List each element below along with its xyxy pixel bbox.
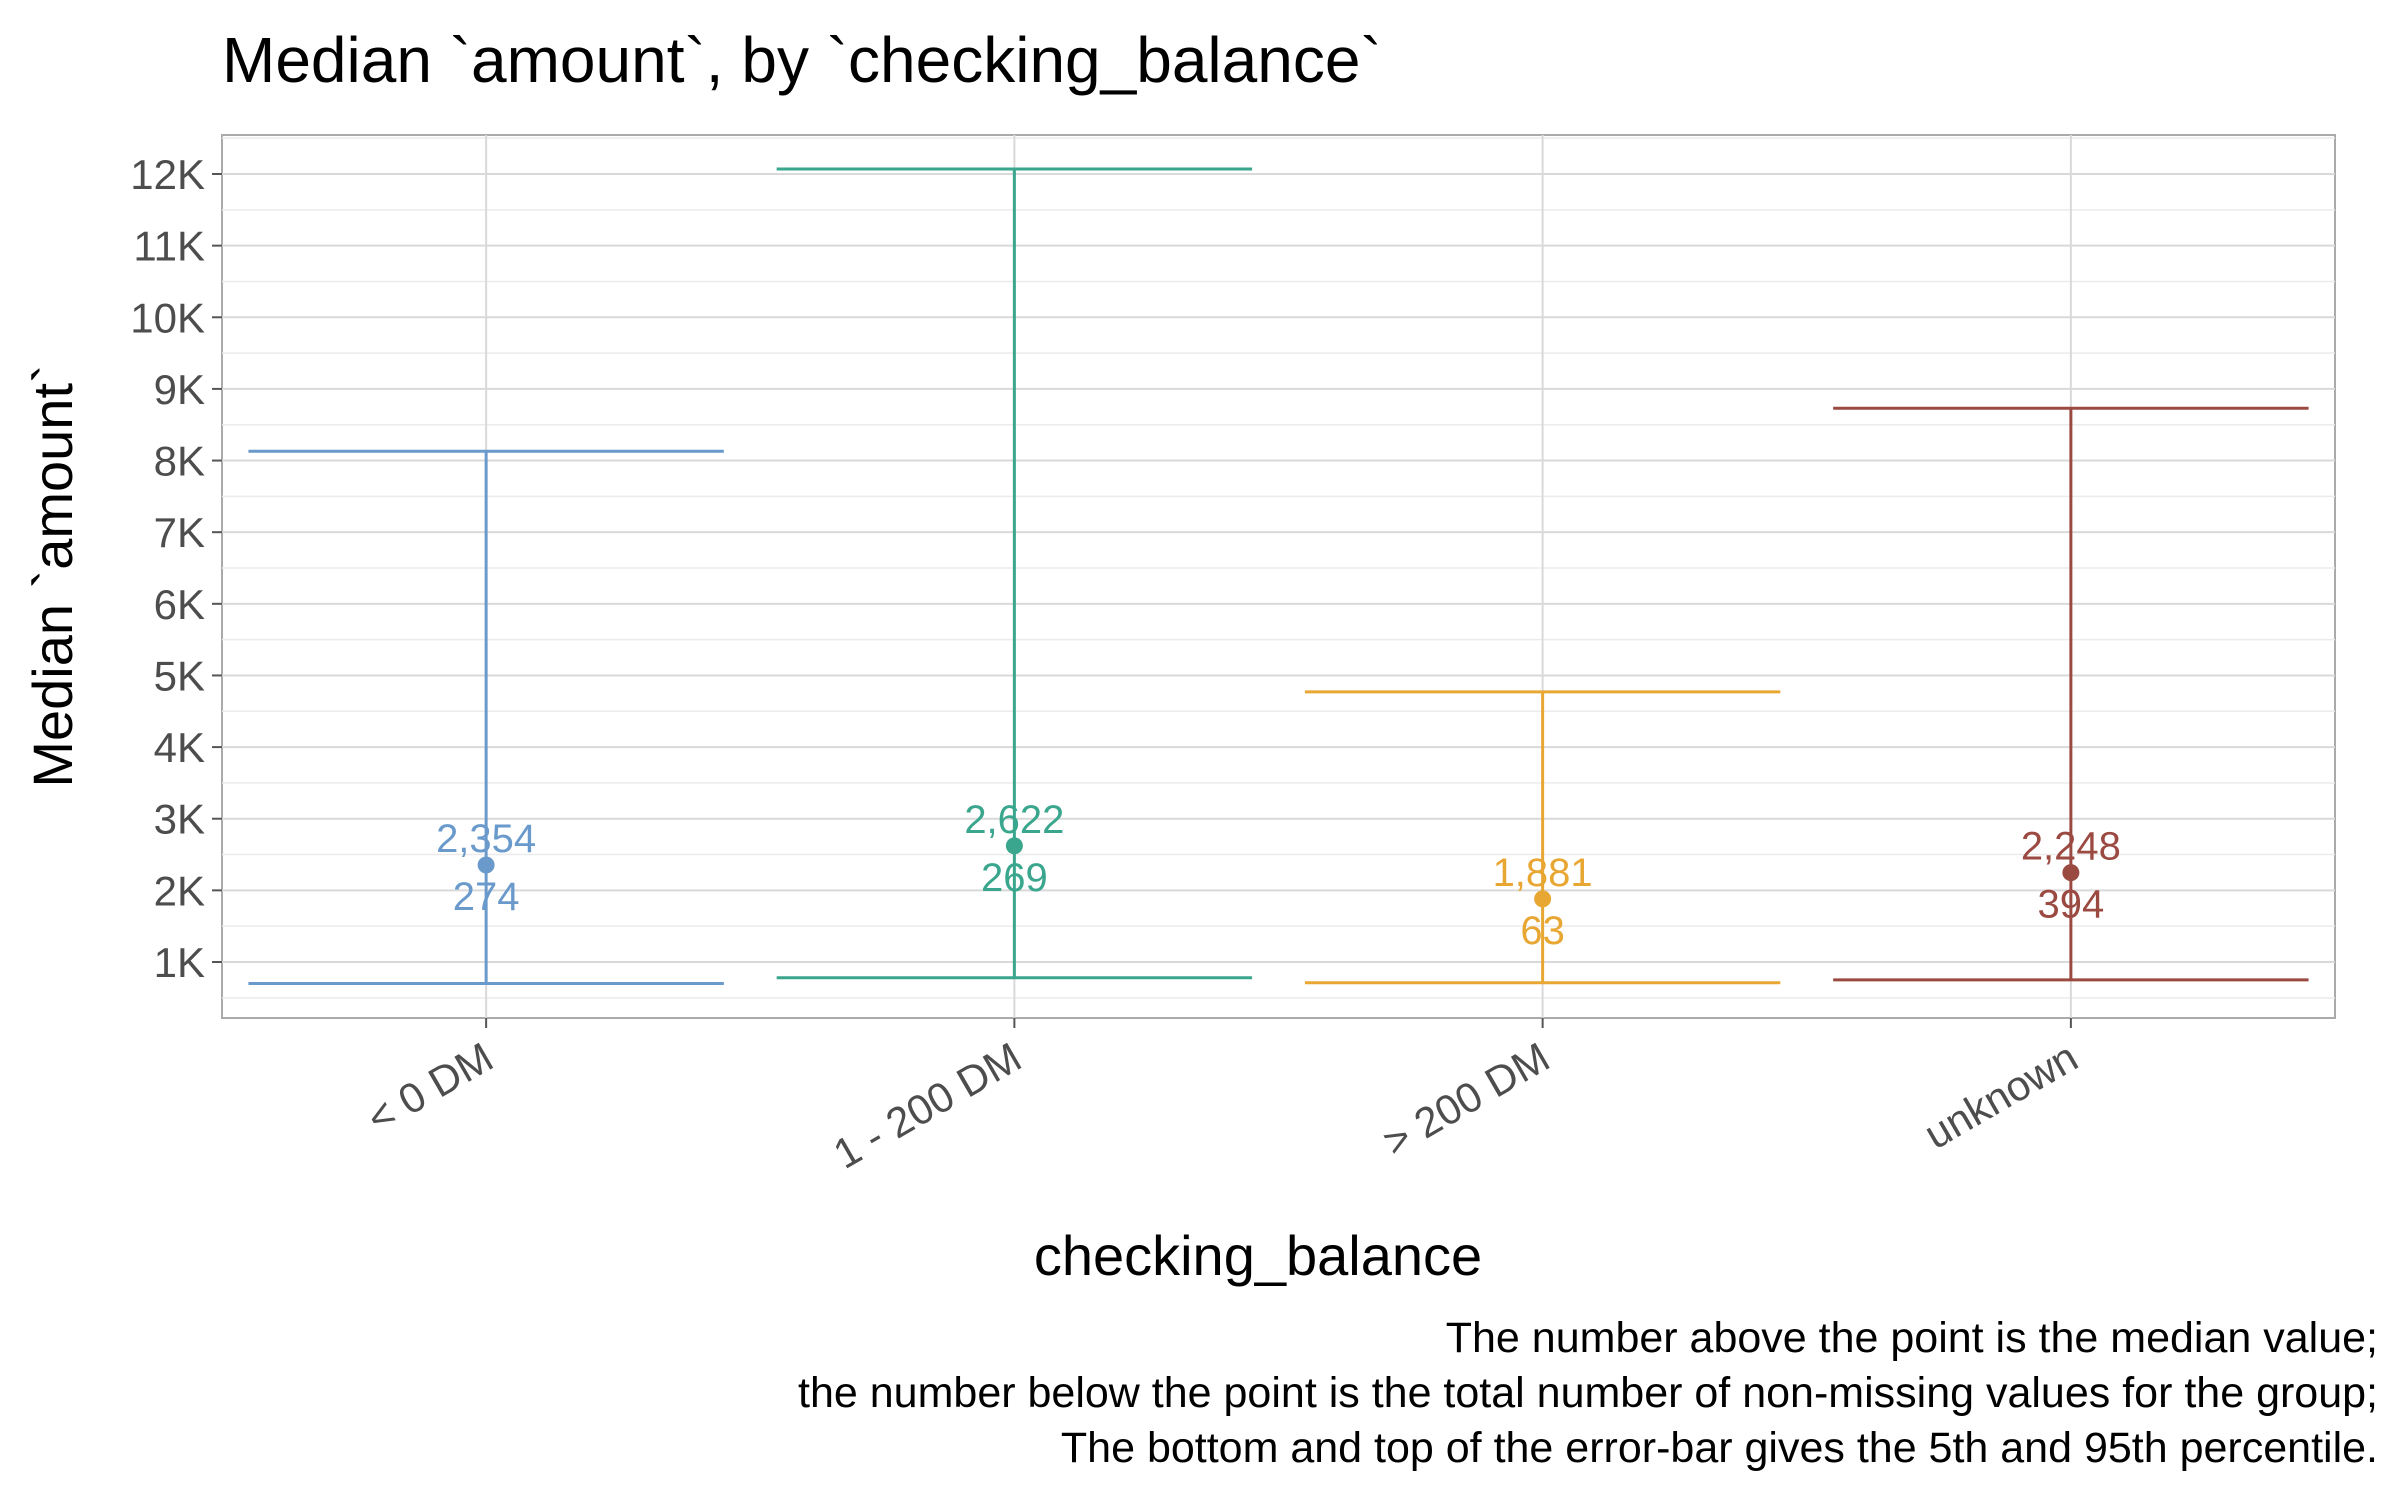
chart-title: Median `amount`, by `checking_balance` (222, 24, 1382, 96)
y-tick-label: 11K (133, 223, 205, 270)
y-tick-label: 7K (154, 509, 205, 556)
median-point (2062, 864, 2080, 882)
y-axis-label: Median `amount` (21, 364, 84, 787)
count-label: 63 (1520, 909, 1565, 953)
x-axis: < 0 DM 1 - 200 DM > 200 DM unknown (359, 1018, 2085, 1178)
x-tick-label: unknown (1916, 1033, 2085, 1158)
caption-line-2: the number below the point is the total … (798, 1369, 2378, 1417)
caption-line-1: The number above the point is the median… (1446, 1314, 2378, 1362)
count-label: 274 (453, 875, 520, 919)
y-tick-label: 12K (130, 151, 205, 198)
x-tick-label: 1 - 200 DM (825, 1033, 1028, 1178)
errorbar-series: 2,354 274 2,622 269 1,881 63 2,248 394 (248, 167, 2309, 985)
y-tick-label: 3K (154, 796, 205, 843)
count-label: 394 (2038, 883, 2105, 927)
x-tick-label: < 0 DM (359, 1033, 501, 1142)
y-tick-label: 10K (130, 294, 205, 341)
count-label: 269 (981, 856, 1048, 900)
median-point (1534, 890, 1552, 908)
y-tick-label: 2K (154, 867, 205, 914)
y-tick-label: 5K (154, 652, 205, 699)
y-axis: 1K 2K 3K 4K 5K 6K 7K 8K 9K 10K 11K 12K (130, 151, 222, 986)
y-tick-label: 9K (154, 366, 205, 413)
y-tick-label: 8K (154, 438, 205, 485)
y-tick-label: 6K (154, 581, 205, 628)
caption-line-3: The bottom and top of the error-bar give… (1061, 1424, 2378, 1472)
median-label: 2,622 (964, 798, 1064, 842)
y-tick-label: 4K (154, 724, 205, 771)
median-point (477, 856, 495, 874)
x-tick-label: > 200 DM (1375, 1033, 1557, 1165)
median-label: 2,354 (436, 817, 536, 861)
y-tick-label: 1K (154, 939, 205, 986)
grid-layer (222, 135, 2335, 1018)
median-label: 1,881 (1493, 851, 1593, 895)
median-point (1005, 837, 1023, 855)
x-axis-label: checking_balance (1034, 1224, 1482, 1287)
plot-panel (221, 134, 2336, 1019)
median-label: 2,248 (2021, 825, 2121, 869)
